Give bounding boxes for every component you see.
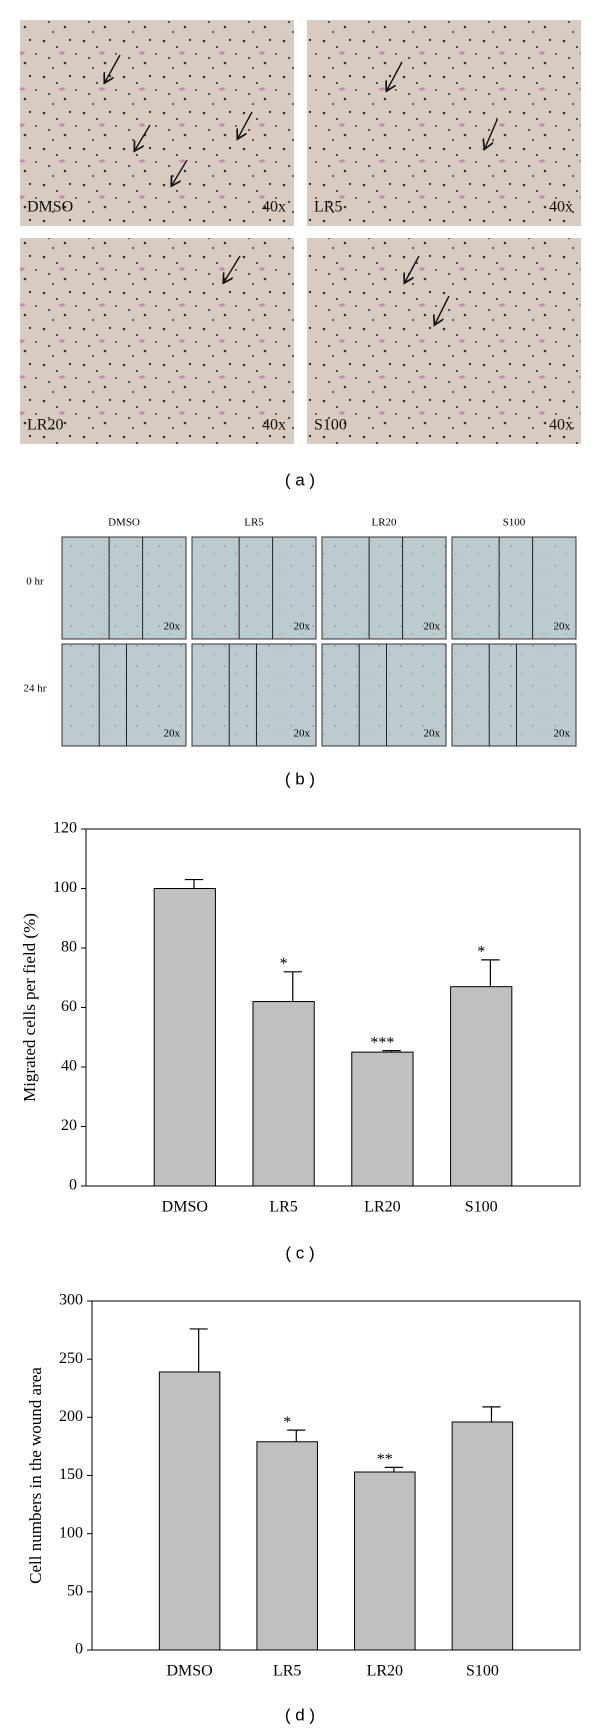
x-tick-label: LR5 bbox=[273, 1663, 301, 1680]
caption: ( d ) bbox=[285, 1705, 315, 1724]
bar bbox=[354, 1471, 416, 1651]
error-bar bbox=[283, 971, 302, 1002]
bar bbox=[351, 1051, 414, 1187]
y-tick-label: 250 bbox=[59, 1350, 83, 1367]
row-label: 24 hr bbox=[24, 683, 47, 695]
caption: ( c ) bbox=[285, 1243, 314, 1262]
image-label: LR20 bbox=[27, 417, 63, 434]
x-tick-label: S100 bbox=[466, 1663, 499, 1680]
y-tick-label: 200 bbox=[59, 1408, 83, 1425]
scratch-image bbox=[321, 643, 447, 747]
micrograph bbox=[307, 238, 581, 444]
column-label: LR20 bbox=[371, 517, 397, 529]
y-tick-label: 0 bbox=[69, 1177, 77, 1194]
y-tick-label: 300 bbox=[59, 1292, 83, 1309]
y-tick-label: 50 bbox=[67, 1583, 83, 1600]
scratch-image bbox=[191, 643, 317, 747]
y-tick-label: 100 bbox=[53, 879, 77, 896]
arrow bbox=[405, 255, 420, 282]
error-bar bbox=[189, 1328, 208, 1372]
x-tick-label: DMSO bbox=[166, 1663, 212, 1680]
scratch-image bbox=[321, 536, 447, 640]
significance-label: ** bbox=[377, 1451, 393, 1468]
magnification: 20x bbox=[554, 621, 571, 633]
bar bbox=[450, 986, 513, 1187]
significance-label: * bbox=[477, 944, 485, 961]
magnification: 40x bbox=[549, 199, 573, 216]
bar bbox=[451, 1421, 514, 1651]
y-tick-label: 40 bbox=[61, 1058, 77, 1075]
bar bbox=[153, 888, 216, 1187]
image-label: LR5 bbox=[314, 199, 342, 216]
arrow bbox=[224, 255, 241, 282]
y-tick-label: 0 bbox=[75, 1641, 83, 1658]
image-label: S100 bbox=[314, 417, 347, 434]
y-tick-label: 20 bbox=[61, 1117, 77, 1134]
scratch-image bbox=[451, 643, 577, 747]
y-tick-label: 100 bbox=[59, 1524, 83, 1541]
magnification: 40x bbox=[262, 417, 286, 434]
arrow bbox=[238, 111, 253, 138]
column-label: LR5 bbox=[244, 517, 264, 529]
error-bar bbox=[184, 878, 204, 889]
arrow bbox=[135, 124, 151, 150]
magnification: 20x bbox=[164, 728, 181, 740]
arrow bbox=[172, 159, 188, 185]
micrograph bbox=[20, 238, 294, 444]
y-tick-label: 120 bbox=[53, 820, 77, 837]
significance-label: * bbox=[283, 1414, 291, 1431]
magnification: 20x bbox=[554, 728, 571, 740]
y-tick-label: 60 bbox=[61, 998, 77, 1015]
micrograph bbox=[20, 20, 294, 226]
magnification: 20x bbox=[294, 728, 311, 740]
magnification: 40x bbox=[549, 417, 573, 434]
significance-label: *** bbox=[370, 1034, 394, 1051]
magnification: 20x bbox=[294, 621, 311, 633]
micrograph bbox=[307, 20, 581, 226]
x-tick-label: LR20 bbox=[364, 1199, 400, 1216]
column-label: DMSO bbox=[108, 517, 140, 529]
scratch-image bbox=[191, 536, 317, 640]
magnification: 20x bbox=[164, 621, 181, 633]
significance-label: * bbox=[280, 955, 288, 972]
arrow bbox=[485, 119, 498, 148]
caption: ( a ) bbox=[285, 470, 315, 489]
bar bbox=[256, 1441, 318, 1651]
magnification: 20x bbox=[424, 621, 441, 633]
caption: ( b ) bbox=[285, 769, 315, 788]
row-label: 0 hr bbox=[26, 576, 44, 588]
error-bar bbox=[287, 1429, 306, 1442]
magnification: 20x bbox=[424, 728, 441, 740]
bar bbox=[252, 1001, 315, 1187]
error-bar bbox=[382, 1050, 401, 1053]
x-tick-label: LR5 bbox=[269, 1199, 297, 1216]
arrow bbox=[387, 61, 403, 90]
magnification: 40x bbox=[262, 199, 286, 216]
column-label: S100 bbox=[503, 517, 526, 529]
error-bar bbox=[482, 1406, 501, 1422]
y-tick-label: 150 bbox=[59, 1466, 83, 1483]
scratch-image bbox=[451, 536, 577, 640]
x-tick-label: S100 bbox=[465, 1199, 498, 1216]
error-bar bbox=[384, 1466, 403, 1473]
x-tick-label: DMSO bbox=[162, 1199, 208, 1216]
y-tick-label: 80 bbox=[61, 939, 77, 956]
scratch-image bbox=[61, 643, 187, 747]
y-axis-label: Cell numbers in the wound area bbox=[26, 1367, 45, 1584]
arrow bbox=[105, 54, 121, 82]
scratch-image bbox=[61, 536, 187, 640]
x-tick-label: LR20 bbox=[367, 1663, 403, 1680]
arrow bbox=[435, 295, 450, 324]
bar bbox=[158, 1371, 221, 1651]
error-bar bbox=[481, 959, 500, 987]
image-label: DMSO bbox=[27, 199, 73, 216]
y-axis-label: Migrated cells per field (%) bbox=[20, 913, 39, 1102]
